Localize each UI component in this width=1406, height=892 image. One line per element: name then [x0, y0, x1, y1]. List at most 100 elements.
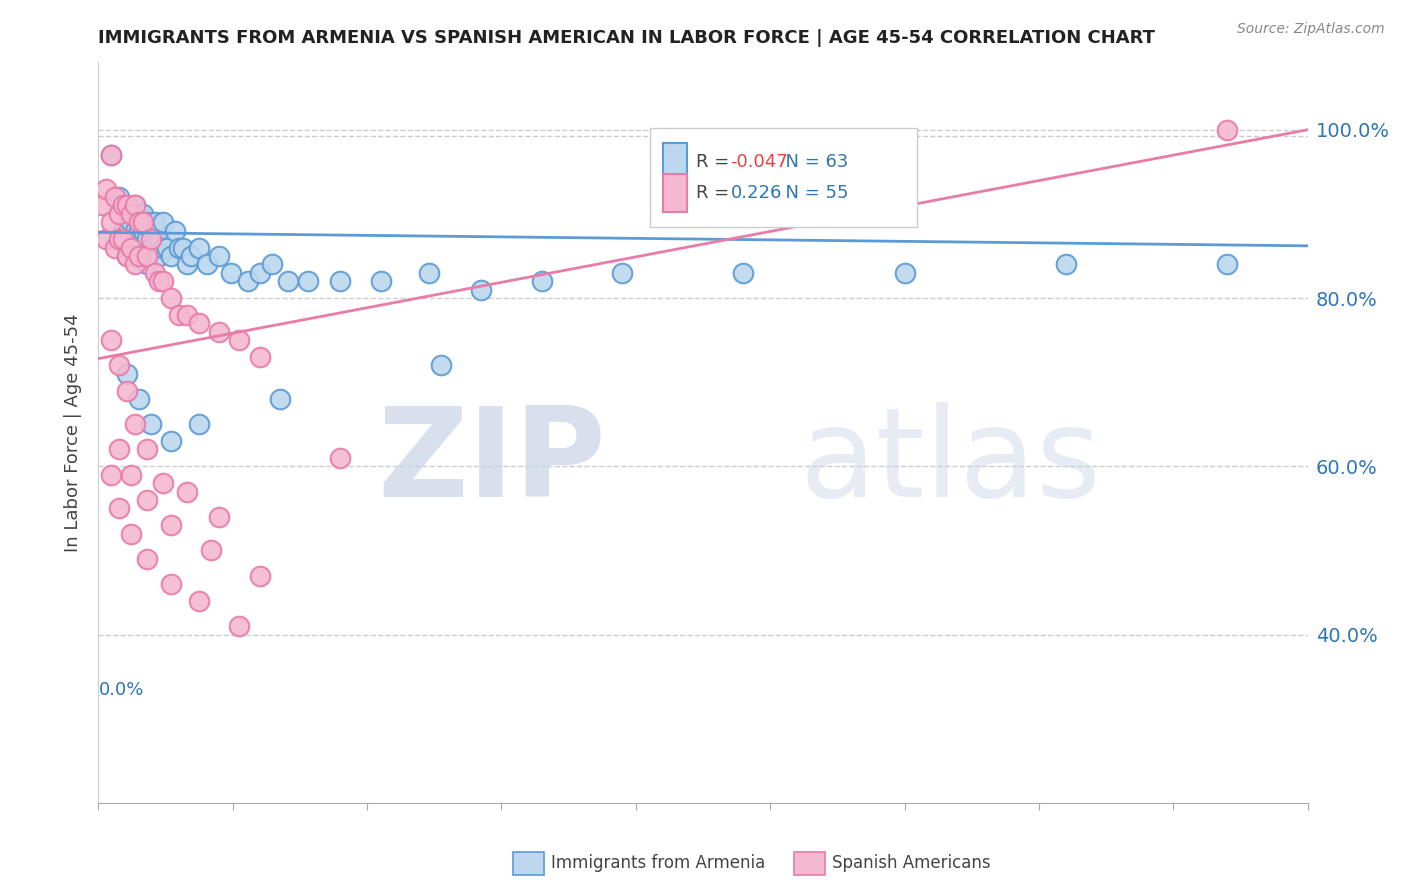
- Point: [143, 215, 166, 229]
- Point: [111, 224, 134, 238]
- Text: IMMIGRANTS FROM ARMENIA VS SPANISH AMERICAN IN LABOR FORCE | AGE 45-54 CORRELATI: IMMIGRANTS FROM ARMENIA VS SPANISH AMERI…: [98, 29, 1156, 47]
- Text: -0.047: -0.047: [730, 153, 789, 170]
- Point: [180, 249, 202, 263]
- Point: [132, 249, 155, 263]
- Point: [128, 392, 150, 406]
- Point: [132, 215, 155, 229]
- Point: [135, 232, 157, 246]
- Point: [128, 207, 150, 221]
- Point: [100, 333, 122, 347]
- Point: [200, 543, 222, 558]
- Point: [208, 509, 231, 524]
- Point: [152, 240, 174, 255]
- Point: [160, 434, 183, 448]
- Point: [120, 526, 142, 541]
- Point: [329, 274, 352, 288]
- Text: R =: R =: [696, 185, 741, 202]
- Point: [249, 350, 271, 364]
- Point: [195, 257, 218, 271]
- Point: [893, 266, 915, 280]
- Point: [120, 215, 142, 229]
- Point: [148, 274, 170, 288]
- Point: [139, 417, 162, 432]
- Point: [124, 198, 146, 212]
- Point: [188, 240, 211, 255]
- Point: [128, 249, 150, 263]
- Point: [135, 492, 157, 507]
- Point: [124, 257, 146, 271]
- Point: [1054, 257, 1077, 271]
- Point: [733, 266, 755, 280]
- Text: 0.0%: 0.0%: [98, 681, 143, 698]
- Point: [115, 384, 138, 398]
- Text: N = 55: N = 55: [773, 185, 848, 202]
- Point: [135, 215, 157, 229]
- Point: [107, 207, 129, 221]
- Point: [160, 291, 183, 305]
- Point: [160, 249, 183, 263]
- Point: [176, 257, 198, 271]
- Point: [115, 367, 138, 381]
- Text: Immigrants from Armenia: Immigrants from Armenia: [551, 855, 765, 872]
- Point: [612, 266, 634, 280]
- Point: [111, 198, 134, 212]
- Point: [135, 442, 157, 457]
- Point: [107, 359, 129, 373]
- Point: [260, 257, 283, 271]
- Point: [143, 232, 166, 246]
- Point: [139, 224, 162, 238]
- Point: [132, 207, 155, 221]
- Point: [176, 308, 198, 322]
- Text: Source: ZipAtlas.com: Source: ZipAtlas.com: [1237, 22, 1385, 37]
- Point: [139, 240, 162, 255]
- Point: [160, 518, 183, 533]
- Point: [120, 240, 142, 255]
- Point: [111, 232, 134, 246]
- Point: [128, 215, 150, 229]
- Point: [132, 224, 155, 238]
- Text: ZIP: ZIP: [378, 401, 606, 523]
- Point: [100, 467, 122, 482]
- Point: [176, 484, 198, 499]
- Point: [172, 240, 194, 255]
- Point: [188, 594, 211, 608]
- Point: [188, 417, 211, 432]
- Point: [160, 577, 183, 591]
- Point: [96, 232, 118, 246]
- Point: [91, 198, 114, 212]
- Text: N = 63: N = 63: [773, 153, 848, 170]
- Point: [1216, 122, 1239, 136]
- Point: [1216, 257, 1239, 271]
- Point: [115, 232, 138, 246]
- Point: [107, 190, 129, 204]
- Point: [228, 333, 250, 347]
- Point: [430, 359, 453, 373]
- Point: [100, 148, 122, 162]
- Point: [120, 467, 142, 482]
- Point: [100, 215, 122, 229]
- Point: [115, 198, 138, 212]
- Point: [124, 417, 146, 432]
- Point: [188, 316, 211, 330]
- Point: [96, 181, 118, 195]
- Point: [152, 215, 174, 229]
- Point: [139, 232, 162, 246]
- Point: [115, 249, 138, 263]
- Y-axis label: In Labor Force | Age 45-54: In Labor Force | Age 45-54: [65, 313, 83, 552]
- Point: [111, 198, 134, 212]
- Point: [221, 266, 243, 280]
- Point: [135, 257, 157, 271]
- Point: [120, 240, 142, 255]
- Point: [107, 232, 129, 246]
- Point: [120, 207, 142, 221]
- Point: [228, 619, 250, 633]
- Point: [100, 148, 122, 162]
- Point: [148, 232, 170, 246]
- Text: Spanish Americans: Spanish Americans: [832, 855, 991, 872]
- Point: [124, 224, 146, 238]
- Point: [167, 308, 190, 322]
- Point: [115, 249, 138, 263]
- Point: [277, 274, 299, 288]
- Point: [208, 325, 231, 339]
- Point: [236, 274, 259, 288]
